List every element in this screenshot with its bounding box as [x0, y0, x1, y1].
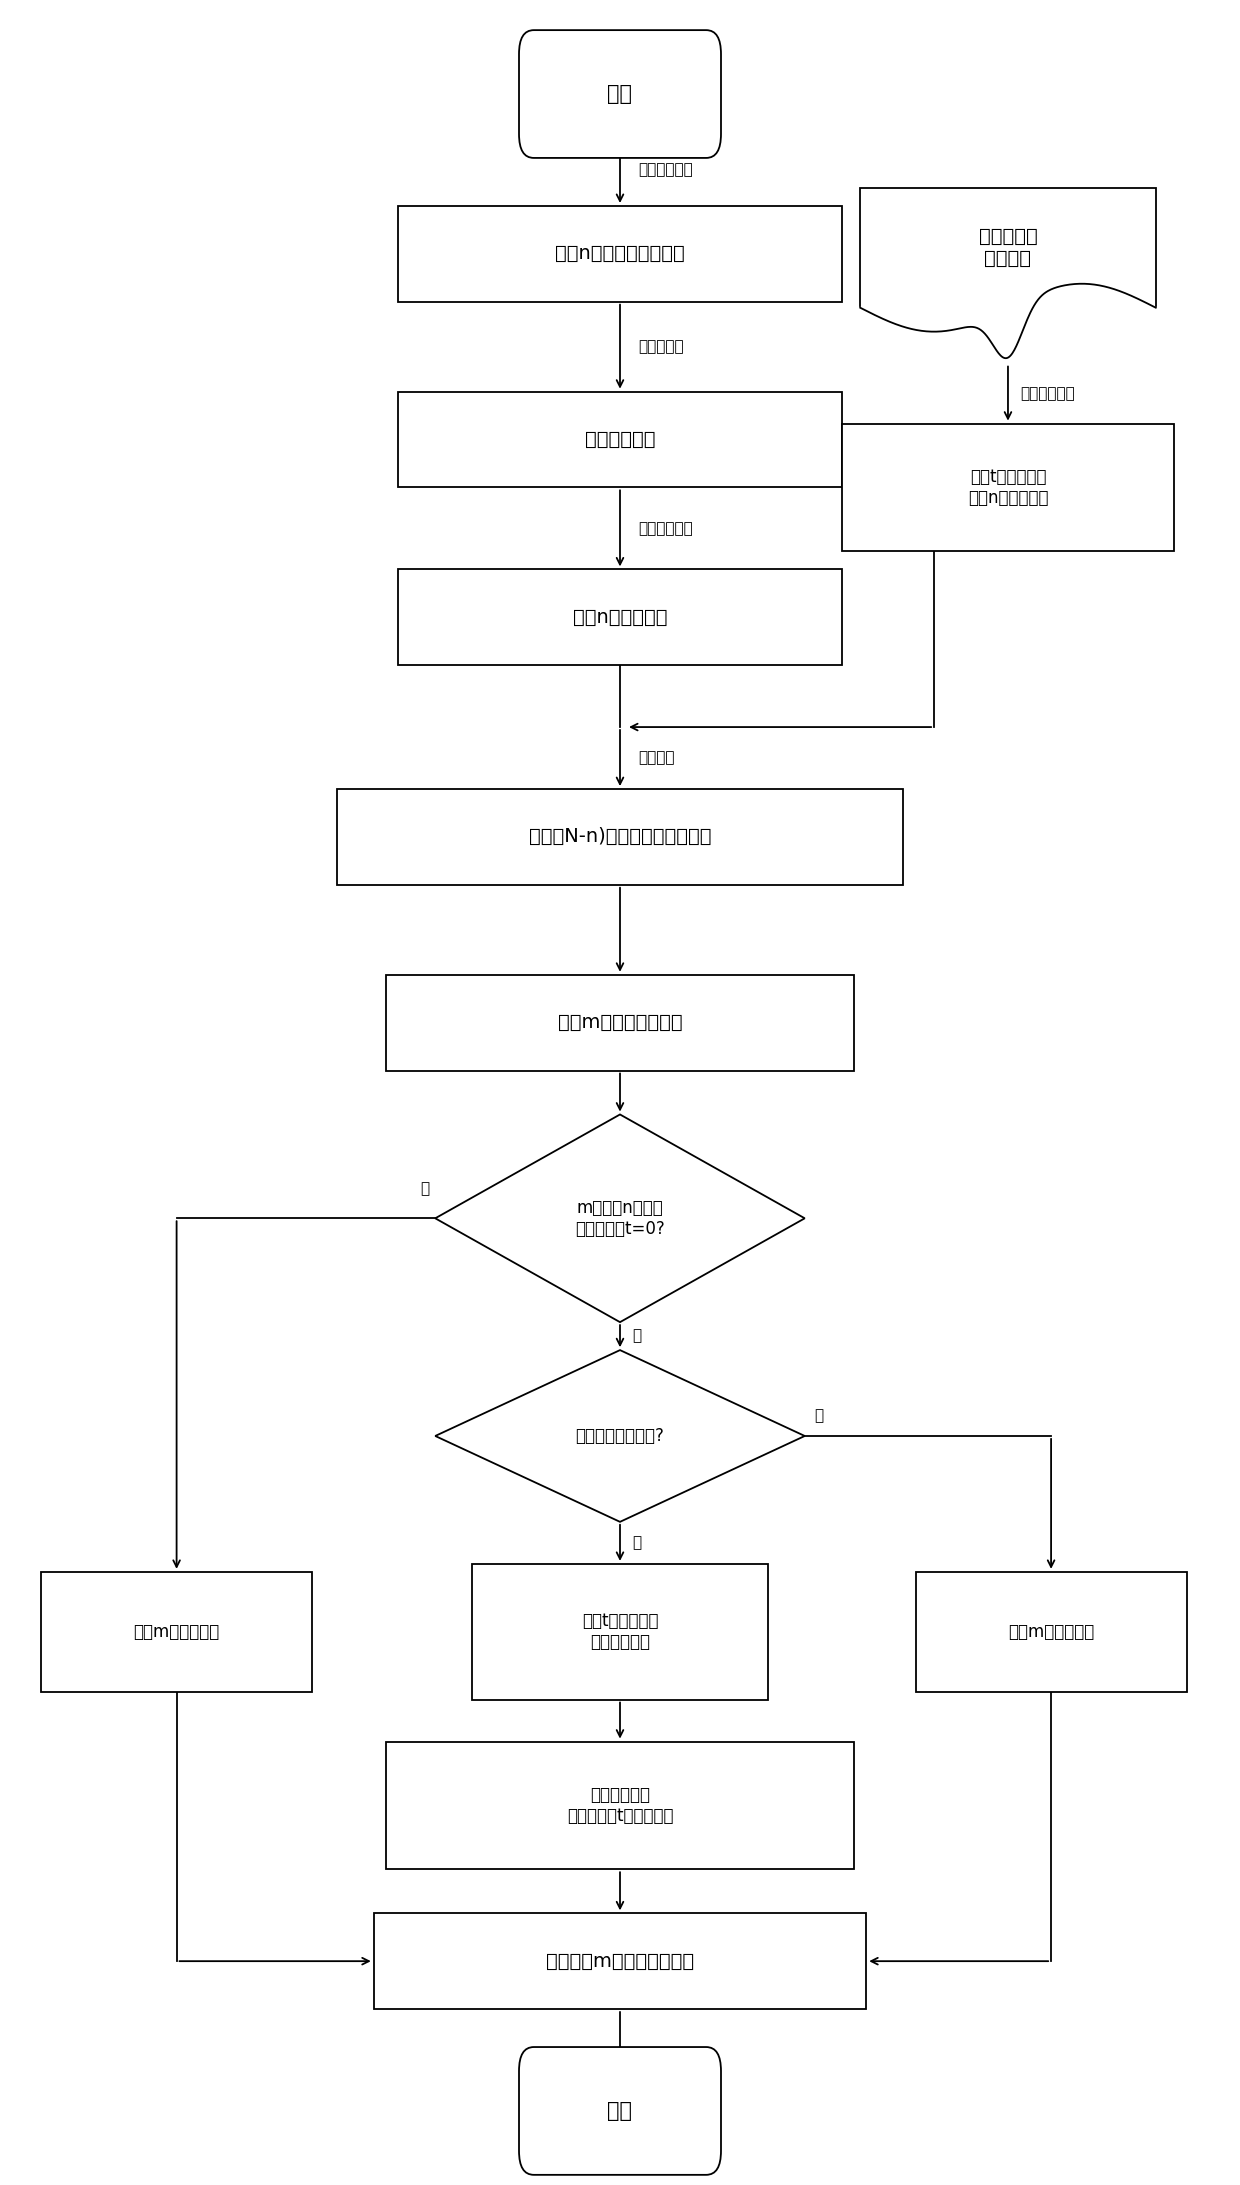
- Text: 是: 是: [420, 1180, 429, 1195]
- Text: 否: 否: [815, 1409, 823, 1422]
- Text: 存在拟合误差: 存在拟合误差: [639, 520, 693, 535]
- Text: 机械振动或
环境变化: 机械振动或 环境变化: [978, 227, 1038, 269]
- Text: 多项式拟合: 多项式拟合: [639, 339, 684, 354]
- Text: 否: 否: [632, 1328, 641, 1344]
- Text: 结束: 结束: [608, 2102, 632, 2122]
- FancyBboxPatch shape: [337, 789, 903, 885]
- Text: 全谱校准模式: 全谱校准模式: [1021, 387, 1075, 402]
- Polygon shape: [435, 1350, 805, 1521]
- FancyBboxPatch shape: [472, 1564, 768, 1700]
- FancyBboxPatch shape: [398, 205, 842, 302]
- Text: 开始: 开始: [608, 83, 632, 105]
- Text: 单峰校准模式
计算并校正t个插值误差: 单峰校准模式 计算并校正t个插值误差: [567, 1785, 673, 1824]
- FancyBboxPatch shape: [386, 975, 854, 1071]
- Text: 是: 是: [632, 1536, 641, 1551]
- Text: m中不在n范围内
的波长个数t=0?: m中不在n范围内 的波长个数t=0?: [575, 1200, 665, 1237]
- FancyBboxPatch shape: [398, 391, 842, 487]
- FancyBboxPatch shape: [842, 424, 1174, 551]
- FancyBboxPatch shape: [386, 1741, 854, 1870]
- Text: 全谱校准模式: 全谱校准模式: [639, 162, 693, 177]
- Text: 计算n个拟合误差: 计算n个拟合误差: [573, 607, 667, 627]
- Text: 校正t个拟合误差
（改变误差）: 校正t个拟合误差 （改变误差）: [582, 1613, 658, 1652]
- Text: 校正m个拟合误差: 校正m个拟合误差: [134, 1623, 219, 1641]
- Text: 插值算法: 插值算法: [639, 749, 675, 765]
- Text: 计算（N-n)个拟合（改变）误差: 计算（N-n)个拟合（改变）误差: [528, 828, 712, 846]
- FancyBboxPatch shape: [915, 1571, 1187, 1691]
- Text: 选择n个标准波长并测量: 选择n个标准波长并测量: [556, 245, 684, 262]
- FancyBboxPatch shape: [861, 188, 1156, 308]
- Polygon shape: [435, 1114, 805, 1322]
- FancyBboxPatch shape: [398, 570, 842, 664]
- Text: 计算基本关系: 计算基本关系: [585, 430, 655, 448]
- Text: 需要校准插值误差?: 需要校准插值误差?: [575, 1427, 665, 1444]
- FancyBboxPatch shape: [373, 1914, 867, 2008]
- FancyBboxPatch shape: [520, 2047, 720, 2174]
- FancyBboxPatch shape: [520, 31, 720, 157]
- Text: 重测t个标准波长
得到n个改变误差: 重测t个标准波长 得到n个改变误差: [967, 468, 1048, 507]
- Text: 选择m个预检荧光波长: 选择m个预检荧光波长: [558, 1014, 682, 1031]
- Text: 校正m个拟合误差: 校正m个拟合误差: [1008, 1623, 1094, 1641]
- FancyBboxPatch shape: [41, 1571, 312, 1691]
- Text: 待测样品m个荧光波长测量: 待测样品m个荧光波长测量: [546, 1951, 694, 1971]
